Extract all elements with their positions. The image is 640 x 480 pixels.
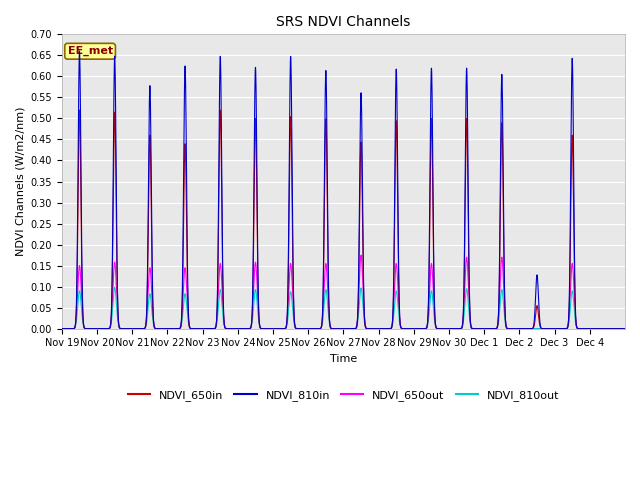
Legend: NDVI_650in, NDVI_810in, NDVI_650out, NDVI_810out: NDVI_650in, NDVI_810in, NDVI_650out, NDV… <box>124 386 564 406</box>
Title: SRS NDVI Channels: SRS NDVI Channels <box>276 15 411 29</box>
Y-axis label: NDVI Channels (W/m2/nm): NDVI Channels (W/m2/nm) <box>15 107 25 256</box>
Text: EE_met: EE_met <box>68 46 113 56</box>
X-axis label: Time: Time <box>330 354 357 364</box>
